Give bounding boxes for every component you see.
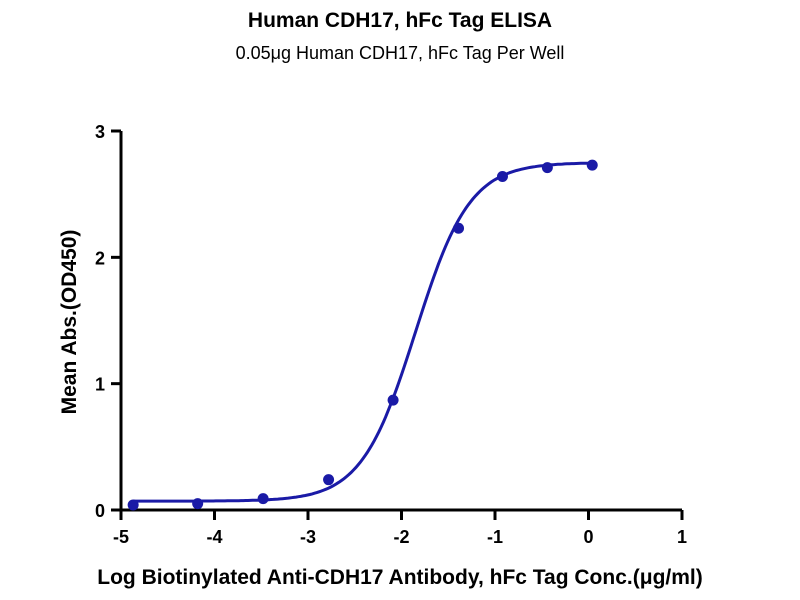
y-tick-label: 2 — [95, 248, 105, 268]
x-tick-label: 0 — [583, 527, 593, 547]
x-axis-label: Log Biotinylated Anti-CDH17 Antibody, hF… — [97, 566, 702, 589]
data-point — [127, 499, 139, 511]
data-point — [541, 162, 553, 174]
data-point — [387, 394, 399, 406]
chart-title: Human CDH17, hFc Tag ELISA — [248, 9, 552, 32]
data-point — [323, 474, 335, 486]
x-tick-label: -3 — [300, 527, 316, 547]
x-tick-label: -4 — [206, 527, 222, 547]
chart-subtitle: 0.05μg Human CDH17, hFc Tag Per Well — [236, 43, 565, 63]
x-tick-label: -2 — [393, 527, 409, 547]
y-tick-label: 1 — [95, 375, 105, 395]
data-point — [192, 498, 204, 510]
data-point — [257, 493, 269, 505]
x-tick-label: -5 — [113, 527, 129, 547]
x-tick-label: 1 — [677, 527, 687, 547]
x-tick-label: -1 — [487, 527, 503, 547]
fit-curve — [133, 161, 593, 503]
y-tick-label: 0 — [95, 501, 105, 521]
y-axis-label: Mean Abs.(OD450) — [58, 230, 81, 415]
data-point — [453, 222, 465, 234]
y-tick-label: 3 — [95, 122, 105, 142]
data-point — [496, 170, 508, 182]
data-point — [586, 159, 598, 171]
